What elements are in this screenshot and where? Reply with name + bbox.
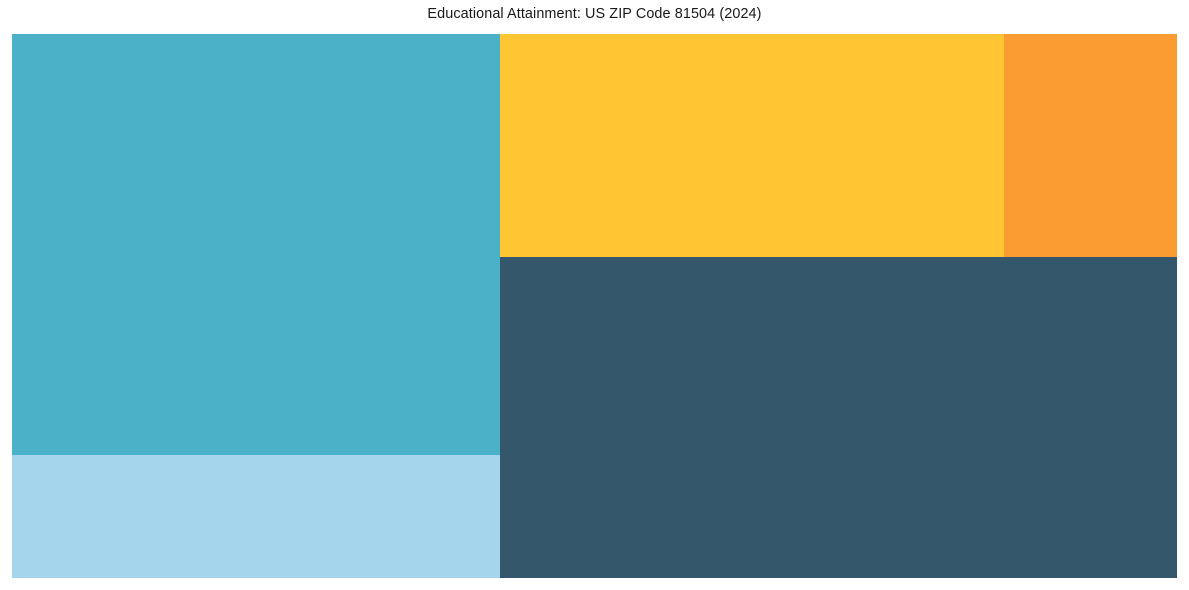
- chart-title: Educational Attainment: US ZIP Code 8150…: [427, 6, 762, 22]
- tile-yellow[interactable]: [500, 34, 1004, 258]
- treemap-plot-area: [12, 34, 1177, 578]
- tile-orange[interactable]: [1003, 34, 1177, 258]
- tile-navy[interactable]: [500, 257, 1177, 578]
- tile-teal[interactable]: [12, 34, 501, 455]
- tile-light-blue[interactable]: [12, 455, 501, 578]
